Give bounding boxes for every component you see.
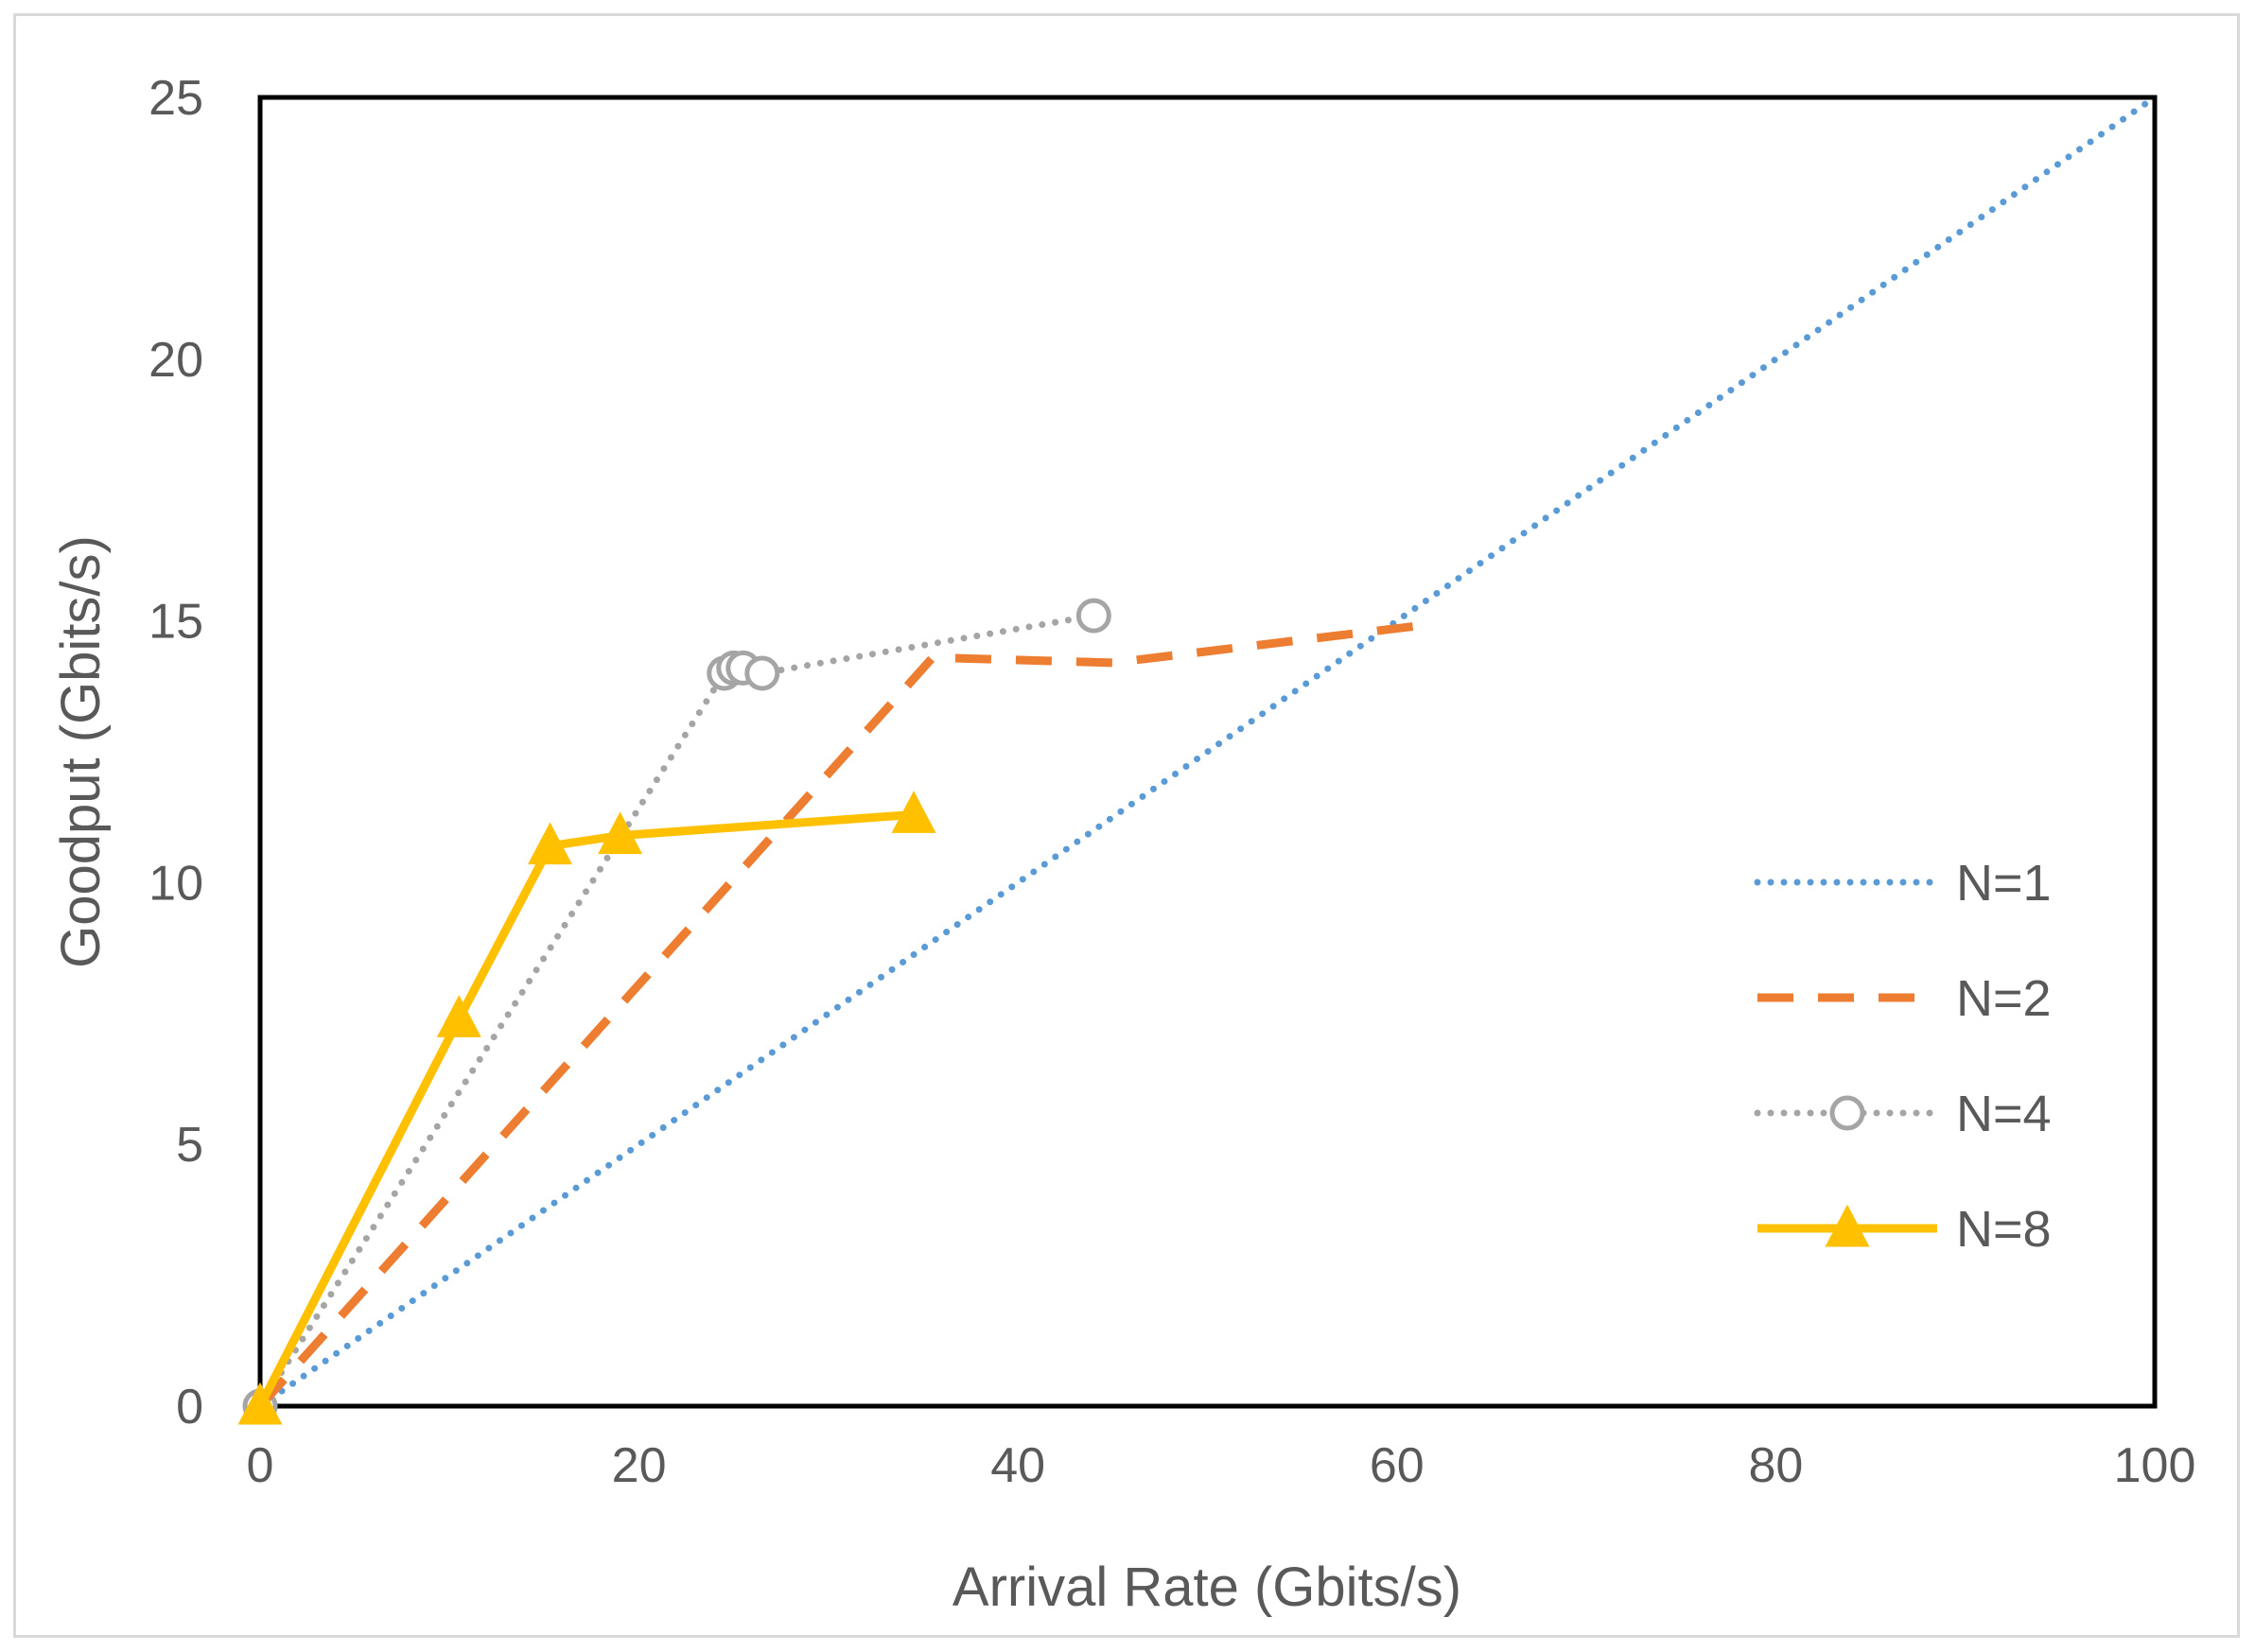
x-tick-label: 20: [612, 1438, 667, 1493]
x-tick-label: 60: [1370, 1438, 1425, 1493]
legend-item-n4: N=4: [1754, 1086, 2052, 1142]
series-n1: [256, 94, 2159, 1410]
y-tick-label: 0: [176, 1380, 203, 1435]
series-layer: [237, 94, 2159, 1425]
x-axis-title: Arrival Rate (Gbits/s): [953, 1556, 1461, 1618]
series-n8: [237, 791, 936, 1425]
legend-label-n8: N=8: [1956, 1201, 2052, 1258]
legend: N=1 N=2 N=4 N=8: [1754, 855, 2052, 1258]
x-tick-label: 40: [990, 1438, 1045, 1493]
data-point-n8: [598, 811, 643, 855]
legend-label-n1: N=1: [1956, 855, 2052, 912]
data-point-n4: [744, 655, 780, 691]
y-tick-label: 10: [149, 856, 203, 911]
y-tick-label: 20: [149, 333, 203, 388]
data-point-n8: [436, 995, 481, 1037]
legend-item-n1: N=1: [1754, 855, 2052, 912]
data-point-n4: [1075, 598, 1111, 634]
legend-marker-n8: [1825, 1204, 1870, 1247]
x-tick-label: 80: [1748, 1438, 1803, 1493]
y-tick-label: 15: [149, 595, 203, 650]
data-point-n8: [891, 791, 936, 833]
x-tick-label: 100: [2114, 1438, 2196, 1493]
x-axis-ticks: 0 20 40 60 80 100: [247, 1438, 2196, 1493]
y-tick-label: 5: [176, 1118, 203, 1173]
legend-label-n4: N=4: [1956, 1086, 2052, 1142]
series-n2: [256, 621, 1417, 1410]
series-line-n1: [256, 94, 2159, 1410]
legend-item-n8: N=8: [1757, 1201, 2052, 1258]
legend-label-n2: N=2: [1956, 970, 2052, 1027]
legend-item-n2: N=2: [1757, 970, 2052, 1027]
legend-marker-n4: [1829, 1095, 1865, 1131]
y-axis-title: Goodput (Gbits/s): [50, 535, 112, 968]
y-axis-ticks: 0 5 10 15 20 25: [149, 71, 203, 1435]
data-point-n8: [237, 1382, 283, 1425]
series-line-n4: [256, 612, 1097, 1410]
data-point-n8: [527, 822, 572, 865]
series-line-n2: [256, 621, 1417, 1410]
x-tick-label: 0: [247, 1438, 274, 1493]
y-tick-label: 25: [149, 71, 203, 126]
